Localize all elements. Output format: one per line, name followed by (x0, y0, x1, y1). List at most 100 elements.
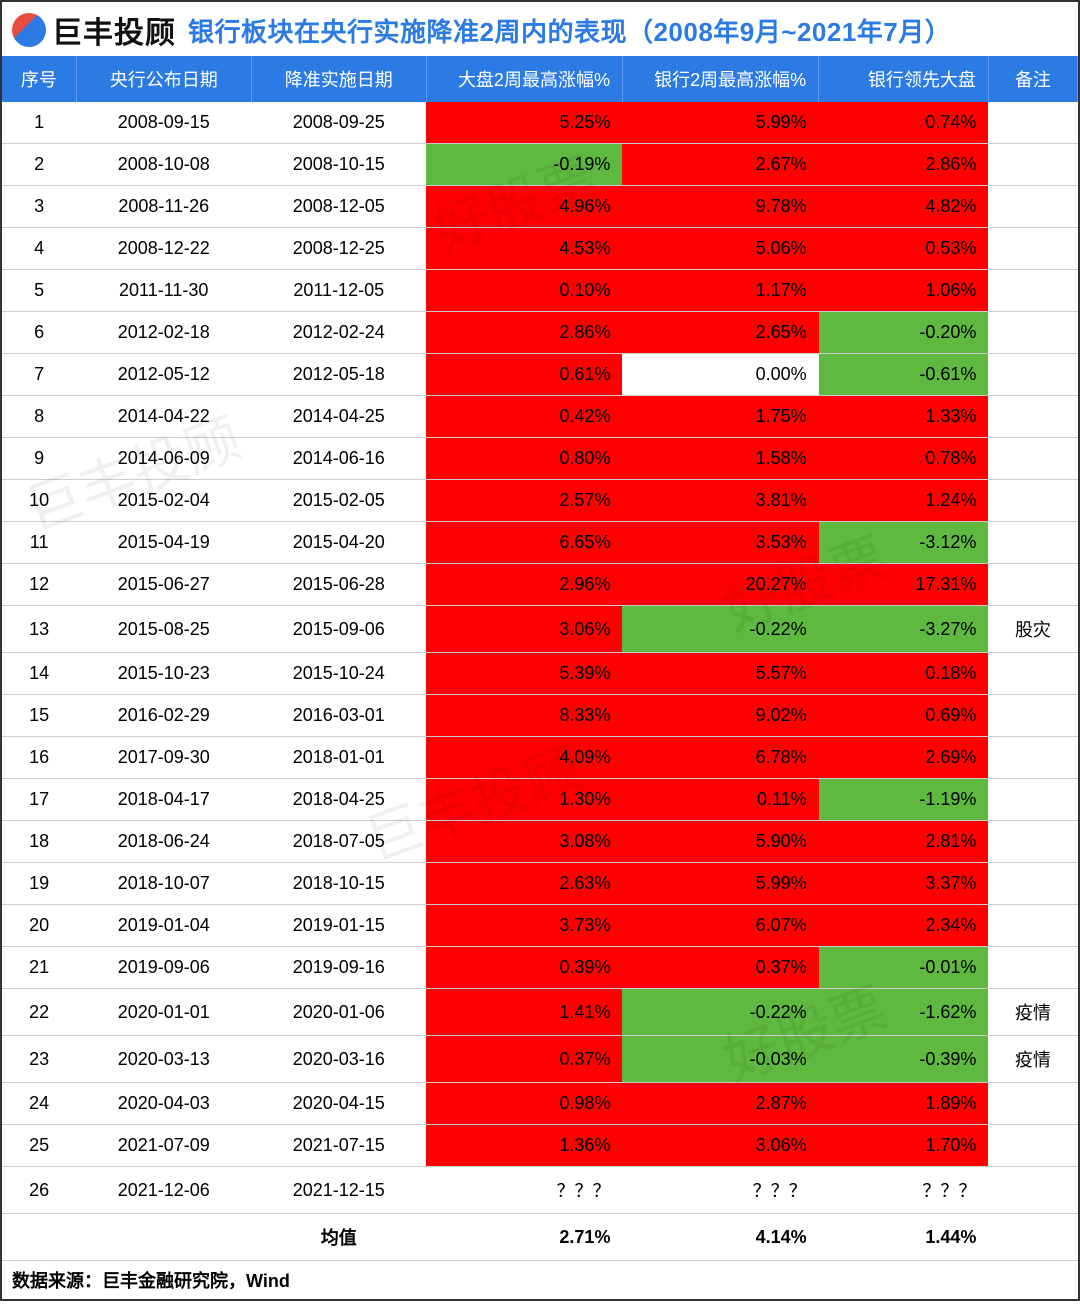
announce-date: 2015-06-27 (76, 564, 251, 606)
table-row: 12008-09-152008-09-255.25%5.99%0.74% (2, 102, 1078, 144)
announce-date: 2020-01-01 (76, 989, 251, 1036)
logo-icon (12, 13, 46, 47)
bank-lead: -1.62% (819, 989, 989, 1036)
market-gain: 0.80% (426, 438, 622, 480)
market-gain: 4.09% (426, 737, 622, 779)
table-body: 12008-09-152008-09-255.25%5.99%0.74%2200… (2, 102, 1078, 1214)
market-gain: 5.25% (426, 102, 622, 144)
announce-date: 2012-05-12 (76, 354, 251, 396)
bank-lead: ？？？ (819, 1167, 989, 1214)
table-row: 82014-04-222014-04-250.42%1.75%1.33% (2, 396, 1078, 438)
bank-lead: -0.39% (819, 1036, 989, 1083)
market-gain: 0.10% (426, 270, 622, 312)
announce-date: 2015-08-25 (76, 606, 251, 653)
bank-lead: -0.61% (819, 354, 989, 396)
footer-market: 2.71% (426, 1214, 622, 1261)
table-head: 序号央行公布日期降准实施日期大盘2周最高涨幅%银行2周最高涨幅%银行领先大盘备注 (2, 56, 1078, 102)
row-index: 8 (2, 396, 76, 438)
bank-gain: 6.07% (622, 905, 818, 947)
bank-gain: 5.57% (622, 653, 818, 695)
market-gain: 2.86% (426, 312, 622, 354)
table-row: 112015-04-192015-04-206.65%3.53%-3.12% (2, 522, 1078, 564)
row-index: 19 (2, 863, 76, 905)
footer-label: 均值 (251, 1214, 426, 1261)
market-gain: 1.30% (426, 779, 622, 821)
row-index: 9 (2, 438, 76, 480)
table-row: 242020-04-032020-04-150.98%2.87%1.89% (2, 1083, 1078, 1125)
announce-date: 2019-01-04 (76, 905, 251, 947)
bank-gain: -0.22% (622, 989, 818, 1036)
note (988, 312, 1077, 354)
bank-gain: 2.87% (622, 1083, 818, 1125)
implement-date: 2020-03-16 (251, 1036, 426, 1083)
table-row: 52011-11-302011-12-050.10%1.17%1.06% (2, 270, 1078, 312)
announce-date: 2018-10-07 (76, 863, 251, 905)
announce-date: 2020-03-13 (76, 1036, 251, 1083)
bank-lead: 0.69% (819, 695, 989, 737)
note (988, 564, 1077, 606)
footer-bank: 4.14% (622, 1214, 818, 1261)
row-index: 10 (2, 480, 76, 522)
bank-gain: 0.00% (622, 354, 818, 396)
implement-date: 2018-04-25 (251, 779, 426, 821)
market-gain: 0.42% (426, 396, 622, 438)
table-row: 102015-02-042015-02-052.57%3.81%1.24% (2, 480, 1078, 522)
note (988, 144, 1077, 186)
implement-date: 2020-04-15 (251, 1083, 426, 1125)
table-row: 252021-07-092021-07-151.36%3.06%1.70% (2, 1125, 1078, 1167)
table-row: 212019-09-062019-09-160.39%0.37%-0.01% (2, 947, 1078, 989)
announce-date: 2021-07-09 (76, 1125, 251, 1167)
bank-lead: 1.89% (819, 1083, 989, 1125)
column-header: 降准实施日期 (251, 56, 426, 102)
table-row: 22008-10-082008-10-15-0.19%2.67%2.86% (2, 144, 1078, 186)
bank-lead: -3.27% (819, 606, 989, 653)
bank-lead: 0.53% (819, 228, 989, 270)
row-index: 21 (2, 947, 76, 989)
announce-date: 2016-02-29 (76, 695, 251, 737)
row-index: 3 (2, 186, 76, 228)
page-title: 银行板块在央行实施降准2周内的表现（2008年9月~2021年7月） (188, 12, 951, 49)
table-foot: 均值 2.71% 4.14% 1.44% (2, 1214, 1078, 1261)
note (988, 228, 1077, 270)
implement-date: 2018-01-01 (251, 737, 426, 779)
bank-gain: 9.02% (622, 695, 818, 737)
implement-date: 2011-12-05 (251, 270, 426, 312)
implement-date: 2008-09-25 (251, 102, 426, 144)
table-row: 72012-05-122012-05-180.61%0.00%-0.61% (2, 354, 1078, 396)
announce-date: 2008-11-26 (76, 186, 251, 228)
row-index: 7 (2, 354, 76, 396)
bank-lead: 2.81% (819, 821, 989, 863)
announce-date: 2012-02-18 (76, 312, 251, 354)
announce-date: 2011-11-30 (76, 270, 251, 312)
note (988, 438, 1077, 480)
table-row: 192018-10-072018-10-152.63%5.99%3.37% (2, 863, 1078, 905)
bank-gain: 5.99% (622, 863, 818, 905)
row-index: 4 (2, 228, 76, 270)
implement-date: 2015-09-06 (251, 606, 426, 653)
bank-lead: 0.78% (819, 438, 989, 480)
row-index: 16 (2, 737, 76, 779)
announce-date: 2019-09-06 (76, 947, 251, 989)
table-row: 182018-06-242018-07-053.08%5.90%2.81% (2, 821, 1078, 863)
implement-date: 2019-09-16 (251, 947, 426, 989)
bank-lead: 17.31% (819, 564, 989, 606)
bank-lead: -1.19% (819, 779, 989, 821)
note (988, 522, 1077, 564)
market-gain: 1.36% (426, 1125, 622, 1167)
market-gain: -0.19% (426, 144, 622, 186)
implement-date: 2008-10-15 (251, 144, 426, 186)
announce-date: 2015-02-04 (76, 480, 251, 522)
bank-gain: 2.67% (622, 144, 818, 186)
note: 股灾 (988, 606, 1077, 653)
implement-date: 2018-07-05 (251, 821, 426, 863)
table-row: 172018-04-172018-04-251.30%0.11%-1.19% (2, 779, 1078, 821)
row-index: 17 (2, 779, 76, 821)
implement-date: 2015-06-28 (251, 564, 426, 606)
market-gain: 5.39% (426, 653, 622, 695)
bank-gain: -0.22% (622, 606, 818, 653)
implement-date: 2012-02-24 (251, 312, 426, 354)
note (988, 653, 1077, 695)
row-index: 12 (2, 564, 76, 606)
table-row: 232020-03-132020-03-160.37%-0.03%-0.39%疫… (2, 1036, 1078, 1083)
bank-lead: 1.06% (819, 270, 989, 312)
